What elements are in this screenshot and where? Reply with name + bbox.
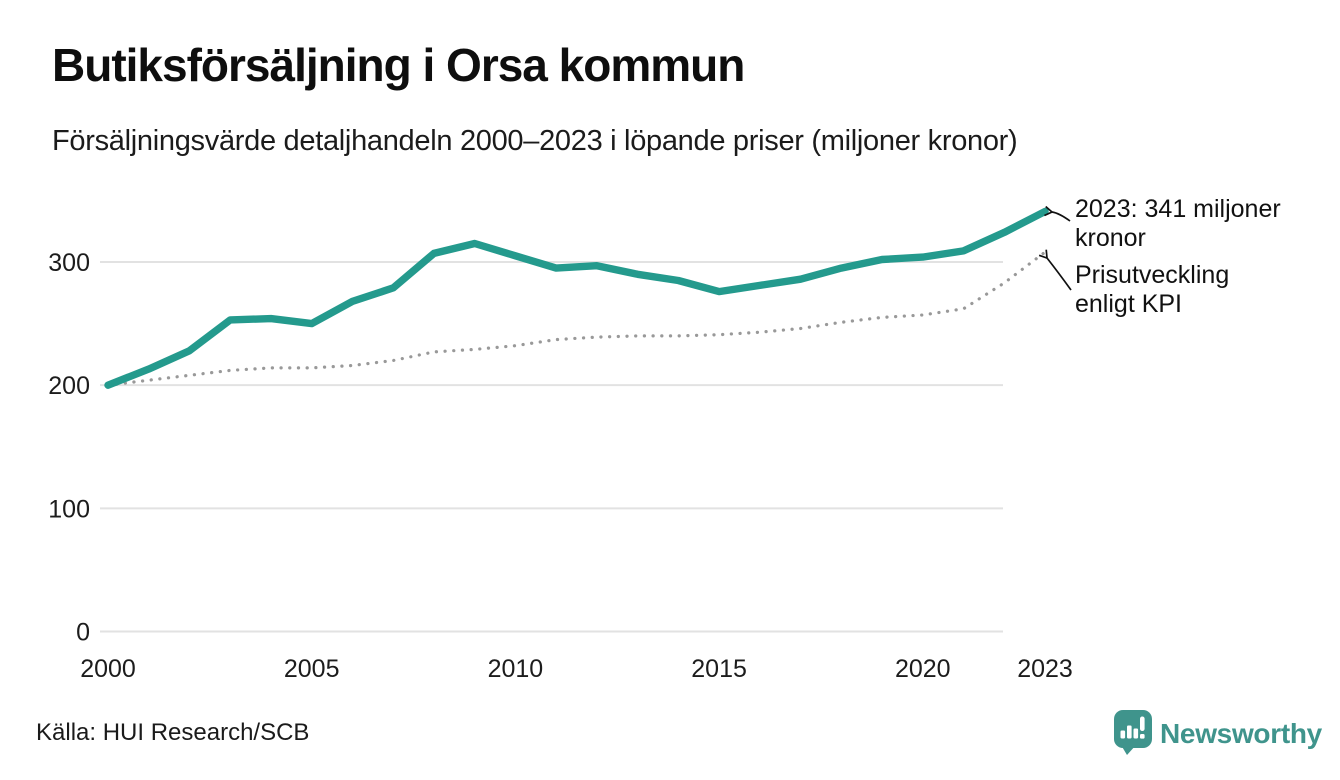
kpi-dotted-line	[106, 250, 1047, 387]
newsworthy-logo-icon	[1114, 710, 1152, 755]
x-tick-label: 2000	[80, 655, 136, 683]
sales-line	[104, 207, 1049, 389]
annotation-2023-value: 2023: 341 miljoner kronor	[1075, 195, 1281, 252]
newsworthy-wordmark: Newsworthy	[1160, 717, 1322, 749]
newsworthy-logo: Newsworthy	[1113, 709, 1322, 756]
x-tick-label: 2005	[284, 655, 340, 683]
y-tick-label: 100	[48, 495, 90, 523]
y-tick-label: 0	[76, 619, 90, 647]
annotation-arrow-sales	[1044, 205, 1071, 222]
x-axis-tick-labels: 2000 2005 2010 2015 2020 2023	[80, 655, 1073, 683]
annotation-kpi-label: Prisutveckling enligt KPI	[1075, 261, 1230, 318]
page-subtitle: Försäljningsvärde detaljhandeln 2000–202…	[52, 125, 1018, 157]
x-tick-label: 2023	[1017, 655, 1073, 683]
x-tick-label: 2020	[895, 655, 951, 683]
y-tick-label: 300	[48, 249, 90, 277]
x-tick-label: 2010	[488, 655, 544, 683]
page-title: Butiksförsäljning i Orsa kommun	[52, 39, 745, 91]
x-tick-label: 2015	[691, 655, 747, 683]
y-axis-tick-labels: 0 100 200 300	[48, 249, 90, 647]
source-credit: Källa: HUI Research/SCB	[36, 719, 310, 746]
annotation-arrow-kpi	[1038, 249, 1072, 291]
y-tick-label: 200	[48, 372, 90, 400]
